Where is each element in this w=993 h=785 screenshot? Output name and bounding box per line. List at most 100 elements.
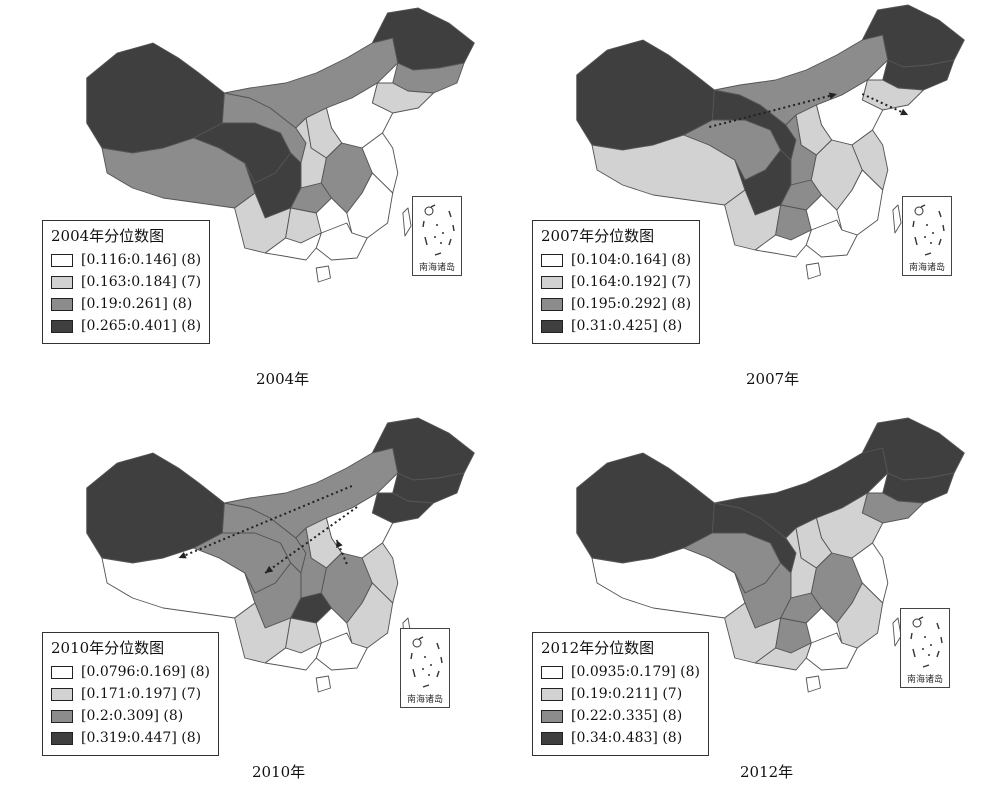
legend-title: 2004年分位数图 (51, 227, 165, 245)
legend-item: [0.2:0.309] (8) (51, 705, 210, 727)
legend-swatch (51, 297, 73, 311)
legend-item: [0.163:0.184] (7) (51, 271, 201, 293)
province-innermongolia (713, 447, 889, 539)
legend-label: [0.34:0.483] (8) (571, 730, 683, 746)
legend-label: [0.0796:0.169] (8) (81, 664, 210, 680)
inset-map-icon (910, 616, 943, 668)
inset-map-icon (422, 204, 455, 256)
legend-swatch (51, 253, 73, 267)
inset-label: 南海诸岛 (908, 263, 945, 273)
year-caption: 2012年 (740, 763, 794, 781)
legend-title: 2010年分位数图 (51, 639, 165, 657)
migration-arrowhead (900, 108, 909, 116)
legend-swatch (541, 687, 563, 701)
legend-item: [0.19:0.211] (7) (541, 683, 700, 705)
legend-label: [0.19:0.211] (7) (571, 686, 683, 702)
south-china-sea-inset: 南海诸岛 (902, 196, 952, 276)
legend-label: [0.265:0.401] (8) (81, 318, 202, 334)
legend-label: [0.22:0.335] (8) (571, 708, 683, 724)
year-caption: 2007年 (746, 370, 800, 388)
inset-label: 南海诸岛 (418, 263, 455, 273)
migration-arrow (709, 93, 838, 128)
province-innermongolia (713, 34, 889, 126)
legend-swatch (541, 253, 563, 267)
legend-item: [0.116:0.146] (8) (51, 249, 201, 271)
province-hainan (805, 675, 821, 693)
legend-item: [0.19:0.261] (8) (51, 293, 201, 315)
province-taiwan (892, 204, 902, 234)
province-guangxi (754, 642, 812, 671)
province-guangxi (264, 642, 322, 671)
migration-arrowhead (265, 565, 274, 573)
legend-item: [0.319:0.447] (8) (51, 727, 210, 749)
migration-arrow (861, 93, 909, 116)
legend-swatch (541, 319, 563, 333)
province-chongqing (290, 592, 332, 624)
south-china-sea-inset: 南海诸岛 (900, 608, 950, 688)
migration-arrow (178, 485, 353, 559)
year-caption: 2010年 (252, 763, 306, 781)
province-guangxi (754, 229, 812, 258)
legend-item: [0.0796:0.169] (8) (51, 661, 210, 683)
south-china-sea-inset: 南海诸岛 (412, 196, 462, 276)
legend-item: [0.22:0.335] (8) (541, 705, 700, 727)
legend-swatch (51, 731, 73, 745)
legend-item: [0.104:0.164] (8) (541, 249, 691, 271)
province-hainan (315, 265, 331, 283)
legend-label: [0.0935:0.179] (8) (571, 664, 700, 680)
migration-arrowhead (336, 540, 343, 548)
legend-swatch (51, 665, 73, 679)
province-hainan (805, 262, 821, 280)
province-hainan (315, 675, 331, 693)
legend-item: [0.265:0.401] (8) (51, 315, 201, 337)
legend-box: 2010年分位数图 [0.0796:0.169] (8) [0.171:0.197]… (42, 632, 219, 756)
legend-box: 2007年分位数图 [0.104:0.164] (8) [0.164:0.192] … (532, 220, 701, 344)
province-innermongolia (223, 37, 399, 129)
province-chongqing (780, 179, 822, 211)
legend-item: [0.34:0.483] (8) (541, 727, 700, 749)
migration-arrow (264, 506, 358, 574)
legend-item: [0.0935:0.179] (8) (541, 661, 700, 683)
province-chongqing (290, 182, 332, 214)
legend-label: [0.164:0.192] (7) (571, 274, 692, 290)
legend-item: [0.171:0.197] (7) (51, 683, 210, 705)
legend-label: [0.116:0.146] (8) (81, 252, 202, 268)
legend-label: [0.19:0.261] (8) (81, 296, 193, 312)
inset-map-icon (912, 204, 945, 256)
legend-swatch (541, 275, 563, 289)
legend-swatch (541, 731, 563, 745)
legend-label: [0.163:0.184] (7) (81, 274, 202, 290)
year-caption: 2004年 (256, 370, 310, 388)
province-taiwan (402, 207, 412, 237)
province-innermongolia (223, 447, 399, 539)
legend-item: [0.195:0.292] (8) (541, 293, 691, 315)
province-guangdong (805, 632, 858, 671)
legend-title: 2012年分位数图 (541, 639, 655, 657)
legend-label: [0.2:0.309] (8) (81, 708, 184, 724)
legend-item: [0.31:0.425] (8) (541, 315, 691, 337)
legend-label: [0.195:0.292] (8) (571, 296, 692, 312)
migration-arrowhead (828, 92, 837, 100)
legend-swatch (541, 709, 563, 723)
legend-swatch (51, 319, 73, 333)
legend-swatch (51, 709, 73, 723)
province-guangdong (315, 632, 368, 671)
south-china-sea-inset: 南海诸岛 (400, 628, 450, 708)
legend-label: [0.104:0.164] (8) (571, 252, 692, 268)
legend-label: [0.31:0.425] (8) (571, 318, 683, 334)
province-guangdong (315, 222, 368, 261)
legend-swatch (541, 297, 563, 311)
legend-swatch (51, 687, 73, 701)
legend-swatch (51, 275, 73, 289)
legend-label: [0.319:0.447] (8) (81, 730, 202, 746)
inset-map-icon (410, 636, 443, 688)
inset-label: 南海诸岛 (406, 695, 443, 705)
province-guangxi (264, 232, 322, 261)
legend-box: 2012年分位数图 [0.0935:0.179] (8) [0.19:0.211] … (532, 632, 709, 756)
province-guangdong (805, 219, 858, 258)
legend-box: 2004年分位数图 [0.116:0.146] (8) [0.163:0.184] … (42, 220, 211, 344)
